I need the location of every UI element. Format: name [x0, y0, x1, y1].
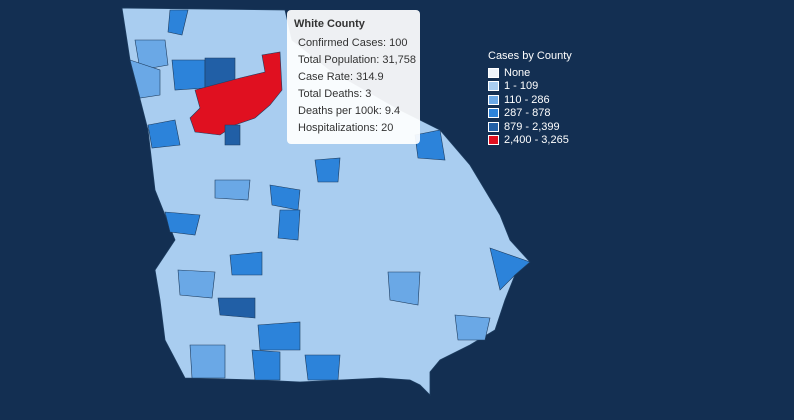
legend-item: 1 - 109: [488, 80, 572, 94]
county: [214, 179, 251, 201]
county: [217, 297, 256, 319]
county: [454, 314, 491, 341]
legend-swatch: [488, 108, 499, 119]
county: [251, 349, 281, 381]
tooltip-row: Hospitalizations: 20: [298, 122, 394, 134]
county: [129, 59, 161, 99]
legend-title: Cases by County: [488, 50, 572, 62]
county: [489, 247, 531, 291]
county: [167, 9, 189, 36]
tooltip: White County Confirmed Cases: 100 Total P…: [287, 10, 420, 144]
legend-item: 879 - 2,399: [488, 120, 572, 134]
legend-label: 110 - 286: [504, 93, 550, 106]
legend-swatch: [488, 135, 499, 146]
legend-label: 879 - 2,399: [504, 120, 560, 133]
legend-swatch: [488, 94, 499, 105]
tooltip-row: Case Rate: 314.9: [298, 71, 384, 83]
tooltip-row: Confirmed Cases: 100: [298, 37, 408, 49]
legend-swatch: [488, 121, 499, 132]
county: [224, 124, 241, 146]
county: [304, 354, 341, 381]
county: [134, 39, 169, 71]
county: [257, 321, 301, 351]
legend-item: 2,400 - 3,265: [488, 134, 572, 148]
county: [387, 271, 421, 306]
county: [164, 211, 201, 236]
county: [277, 209, 301, 241]
legend-label: 287 - 878: [504, 107, 551, 120]
county: [414, 129, 446, 161]
legend-item: 110 - 286: [488, 93, 572, 107]
legend-label: 2,400 - 3,265: [504, 134, 569, 147]
county: [189, 51, 283, 136]
tooltip-row: Total Population: 31,758: [298, 54, 417, 66]
county: [171, 59, 206, 91]
county: [314, 157, 341, 183]
legend-swatch: [488, 81, 499, 92]
tooltip-row: Deaths per 100k: 9.4: [298, 105, 401, 117]
counties: [129, 9, 531, 381]
legend-item: None: [488, 66, 572, 80]
tooltip-title: White County: [294, 18, 365, 30]
county: [229, 251, 263, 276]
county: [189, 344, 226, 379]
county: [177, 269, 216, 299]
legend-item: 287 - 878: [488, 107, 572, 121]
legend: Cases by County None 1 - 109 110 - 286 287 …: [488, 50, 572, 147]
legend-label: None: [504, 66, 531, 79]
legend-swatch: [488, 67, 499, 78]
tooltip-row: Total Deaths: 3: [298, 88, 372, 100]
county: [147, 119, 181, 149]
legend-label: 1 - 109: [504, 80, 539, 93]
